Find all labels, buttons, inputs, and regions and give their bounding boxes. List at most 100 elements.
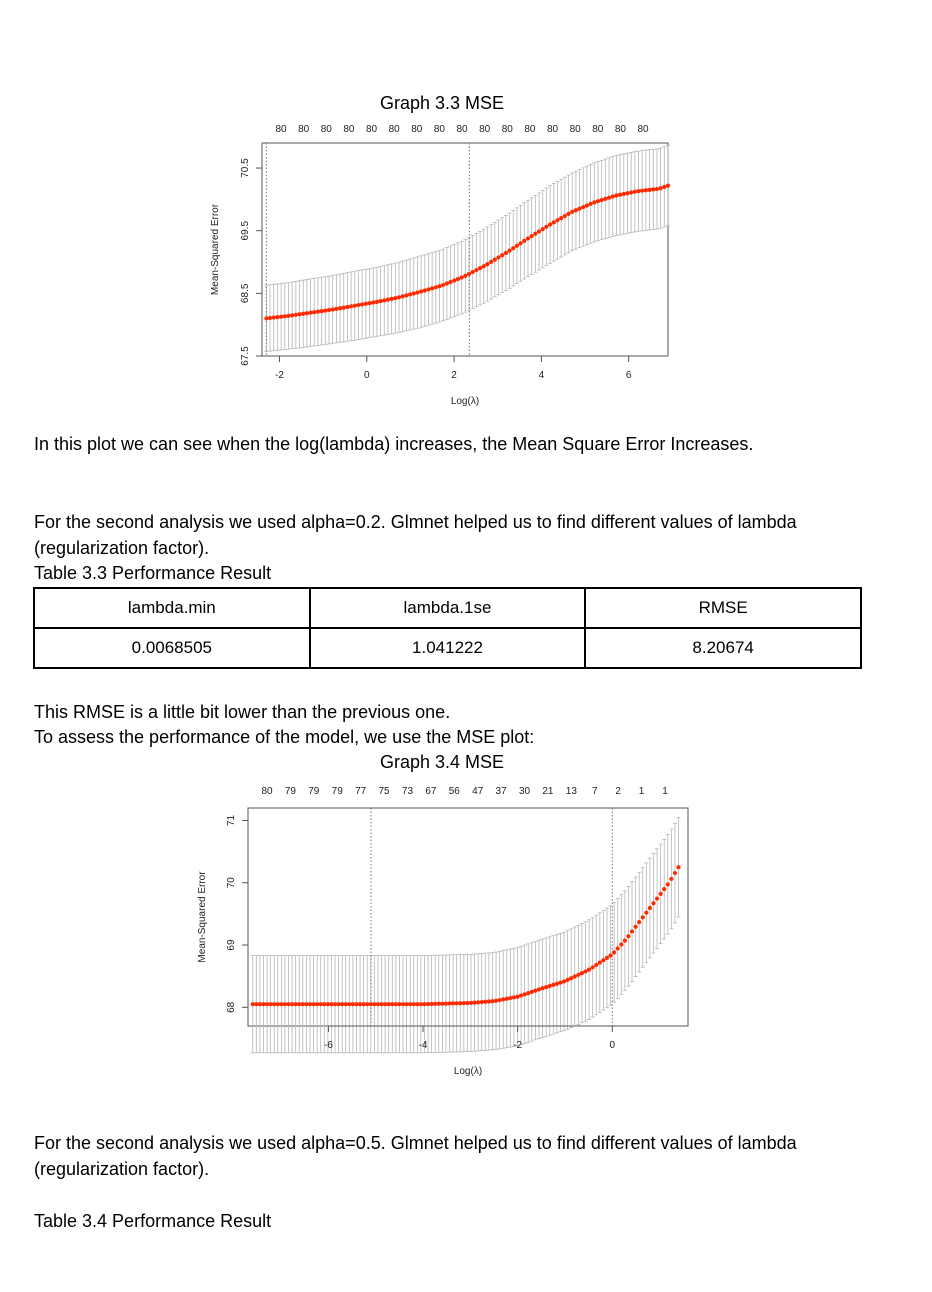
data-point: [518, 241, 523, 246]
y-axis-label: Mean-Squared Error: [210, 203, 221, 295]
data-point: [629, 929, 635, 934]
data-point: [493, 998, 499, 1003]
data-point: [615, 946, 620, 951]
data-point: [426, 287, 431, 292]
data-point: [651, 187, 656, 192]
data-point: [415, 290, 420, 295]
data-point: [374, 299, 380, 304]
paragraph-rmse-lower: This RMSE is a little bit lower than the…: [34, 702, 451, 722]
data-point: [640, 188, 645, 193]
data-point: [323, 308, 328, 313]
data-point: [533, 988, 538, 993]
data-point: [525, 236, 531, 241]
data-point: [508, 995, 513, 1001]
data-point: [496, 255, 501, 260]
data-point: [443, 1001, 449, 1006]
data-point: [511, 995, 517, 1000]
top-count-label: 77: [355, 786, 367, 797]
data-point: [590, 965, 595, 970]
data-point: [415, 1002, 420, 1007]
data-point: [604, 955, 610, 960]
data-point: [514, 243, 520, 248]
data-point: [322, 1002, 327, 1007]
top-count-label: 79: [285, 786, 297, 797]
top-count-label: 80: [479, 124, 491, 135]
data-point: [626, 934, 631, 939]
top-count-label: 75: [378, 786, 390, 797]
data-point: [272, 1002, 277, 1007]
header-lambda-1se: lambda.1se: [308, 587, 587, 629]
data-point: [368, 1002, 373, 1007]
data-point: [503, 250, 508, 256]
top-count-label: 80: [434, 124, 446, 135]
data-point: [267, 315, 273, 321]
data-point: [603, 196, 608, 201]
data-point: [583, 969, 588, 974]
data-point: [400, 294, 405, 299]
data-point: [483, 999, 488, 1004]
data-point: [311, 1002, 316, 1007]
data-point: [606, 195, 612, 200]
top-count-label: 67: [425, 786, 437, 797]
data-point: [315, 309, 321, 314]
data-point: [644, 910, 649, 915]
data-point: [437, 284, 442, 289]
plot-frame: [247, 807, 689, 1027]
paragraph-assess-performance: To assess the performance of the model, …: [34, 727, 535, 747]
data-point: [400, 1002, 406, 1007]
data-point: [363, 301, 368, 306]
data-point: [669, 876, 674, 882]
data-point: [459, 275, 464, 280]
data-point: [385, 297, 391, 302]
x-tick-label: -4: [419, 1040, 428, 1051]
data-point: [300, 1002, 305, 1007]
data-point: [430, 286, 435, 291]
data-point: [599, 197, 604, 203]
data-point: [347, 1002, 352, 1007]
data-point: [601, 958, 606, 963]
data-point: [595, 199, 601, 204]
x-tick-label: 0: [364, 370, 370, 381]
data-point: [584, 203, 590, 208]
data-point: [411, 1002, 416, 1007]
data-point: [558, 980, 563, 985]
data-point: [425, 1001, 431, 1007]
data-point: [474, 267, 479, 273]
data-point: [375, 1002, 381, 1007]
top-count-label: 80: [615, 124, 627, 135]
paragraph-mse-increase: In this plot we can see when the log(lam…: [34, 434, 754, 454]
table-3-4-caption: Table 3.4 Performance Result: [34, 1211, 272, 1231]
data-point: [461, 1001, 466, 1006]
data-point: [452, 278, 457, 283]
data-point: [566, 211, 571, 216]
data-point: [337, 306, 343, 311]
data-point: [319, 309, 324, 314]
data-point: [268, 1002, 273, 1007]
data-point: [407, 292, 413, 297]
data-point: [393, 1002, 398, 1007]
data-point: [390, 1002, 395, 1007]
data-point: [466, 271, 472, 276]
data-point: [617, 192, 623, 197]
data-point: [647, 187, 652, 192]
data-point: [654, 896, 660, 901]
data-point: [297, 1002, 302, 1007]
data-point: [254, 1002, 259, 1007]
data-point: [551, 982, 556, 987]
data-point: [349, 304, 354, 309]
top-count-label: 21: [542, 786, 554, 797]
data-point: [610, 194, 615, 199]
data-point: [640, 915, 645, 920]
x-tick-label: -6: [324, 1040, 333, 1051]
data-point: [569, 976, 574, 981]
data-point: [264, 1002, 270, 1007]
data-point: [565, 977, 570, 983]
data-point: [658, 186, 663, 191]
data-point: [518, 993, 524, 998]
data-point: [581, 204, 586, 210]
top-count-label: 1: [662, 786, 668, 797]
data-point: [447, 1001, 452, 1006]
data-point: [330, 307, 335, 312]
header-rmse: RMSE: [584, 587, 862, 629]
data-point: [472, 1000, 477, 1005]
